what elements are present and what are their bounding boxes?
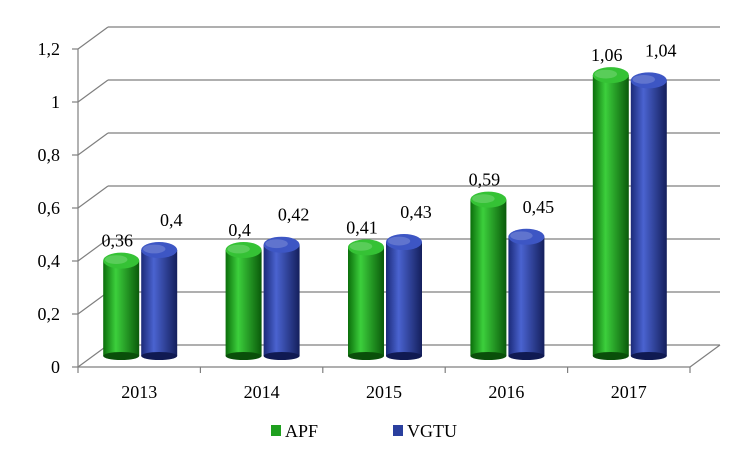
grid-connector [77,132,109,156]
y-tick-label: 0,6 [38,198,61,218]
bar-apf-2016 [470,191,507,360]
grid-connector [77,26,109,50]
y-tick-label: 1,2 [38,39,61,59]
grid-connector [77,344,109,368]
data-label: 0,59 [469,170,501,190]
y-tick-label: 0 [51,357,60,377]
bar-apf-2013 [103,252,140,360]
axes: 0 0,2 0,4 0,6 0,8 1 1,2 2013 2014 2015 2016 2017 [38,39,691,402]
y-tick-label: 0,4 [38,251,61,271]
data-label: 0,45 [523,197,555,217]
data-label: 0,43 [400,202,432,222]
y-tick-label: 0,2 [38,304,61,324]
bar-vgtu-2014 [263,236,300,360]
bar-vgtu-2013 [141,242,178,360]
bar-vgtu-2017 [630,72,667,360]
grid-connector [77,291,109,315]
data-label: 0,36 [101,231,133,251]
legend-swatch-vgtu [393,425,403,436]
x-tick-label: 2013 [121,382,157,402]
legend-label-apf: APF [285,421,318,441]
data-label: 0,4 [160,210,183,230]
legend-swatch-apf [271,425,281,436]
data-label: 0,4 [228,220,251,240]
grid-connector [77,185,109,209]
y-tick-label: 1 [51,92,60,112]
x-tick-label: 2014 [244,382,280,402]
x-tick-label: 2015 [366,382,402,402]
y-tick-label: 0,8 [38,145,61,165]
data-label: 1,06 [591,45,623,65]
bar-apf-2015 [348,239,384,360]
x-tick-label: 2016 [488,382,524,402]
x-tick-label: 2017 [611,382,647,402]
legend-label-vgtu: VGTU [407,421,457,441]
bar-vgtu-2015 [386,234,422,360]
data-label: 1,04 [645,40,677,60]
bars [103,67,667,360]
legend: APF VGTU [271,421,457,441]
bar-apf-2017 [592,67,629,360]
bar-vgtu-2016 [508,228,545,360]
grid-connector [77,79,109,103]
grid-connector [77,238,109,262]
data-label: 0,41 [346,217,378,237]
bar-apf-2014 [225,242,262,360]
data-labels: 0,36 0,4 0,41 0,59 1,06 0,4 0,42 0,43 0,45 1,04 [101,40,676,250]
floor-right-edge [689,344,721,368]
data-label: 0,42 [278,205,310,225]
